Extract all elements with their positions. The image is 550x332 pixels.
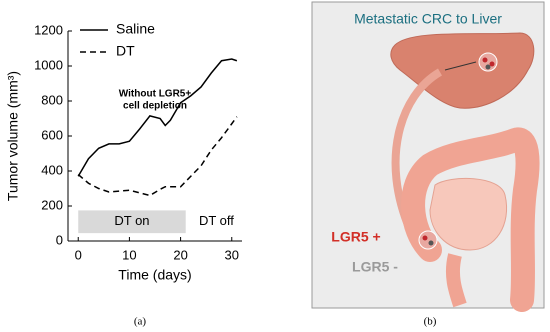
y-tick-label: 800 — [41, 92, 63, 107]
cell — [428, 240, 434, 246]
shade-label: DT on — [114, 213, 149, 228]
panel-label: (b) — [424, 316, 437, 328]
cell — [485, 64, 491, 70]
rectum — [445, 253, 467, 308]
shade-band — [78, 210, 186, 234]
series-line — [77, 58, 238, 177]
cell — [482, 57, 488, 63]
series-line — [77, 116, 238, 197]
y-tick-label: 200 — [41, 197, 63, 212]
y-tick-label: 0 — [56, 232, 63, 247]
colon-tumor — [418, 230, 438, 250]
x-tick-label: 10 — [122, 247, 136, 262]
x-tick-label: 0 — [75, 247, 82, 262]
annotation: Without LGR5+ — [119, 89, 192, 100]
x-tick-label: 30 — [225, 247, 239, 262]
cell — [422, 235, 428, 241]
illustration-title: Metastatic CRC to Liver — [354, 11, 502, 27]
annotation: DT off — [199, 213, 234, 228]
small-intestine — [429, 177, 507, 251]
legend-label: Saline — [116, 21, 155, 37]
lgr5-positive-label: LGR5 + — [331, 229, 380, 245]
arrow — [444, 61, 477, 71]
x-axis-label: Time (days) — [118, 267, 191, 283]
y-tick-label: 600 — [41, 127, 63, 142]
liver — [390, 32, 535, 109]
cell — [489, 61, 495, 67]
panel-label: (a) — [134, 316, 147, 328]
y-tick-label: 1000 — [34, 57, 63, 72]
annotation: cell depletion — [123, 101, 187, 112]
y-tick-label: 400 — [41, 162, 63, 177]
colon — [401, 127, 540, 312]
legend-label: DT — [116, 43, 135, 59]
lgr5-negative-label: LGR5 - — [352, 259, 398, 275]
y-axis-label: Tumor volume (mm³) — [5, 71, 21, 201]
liver-tumor — [478, 52, 498, 72]
y-tick-label: 1200 — [34, 22, 63, 37]
x-tick-label: 20 — [173, 247, 187, 262]
